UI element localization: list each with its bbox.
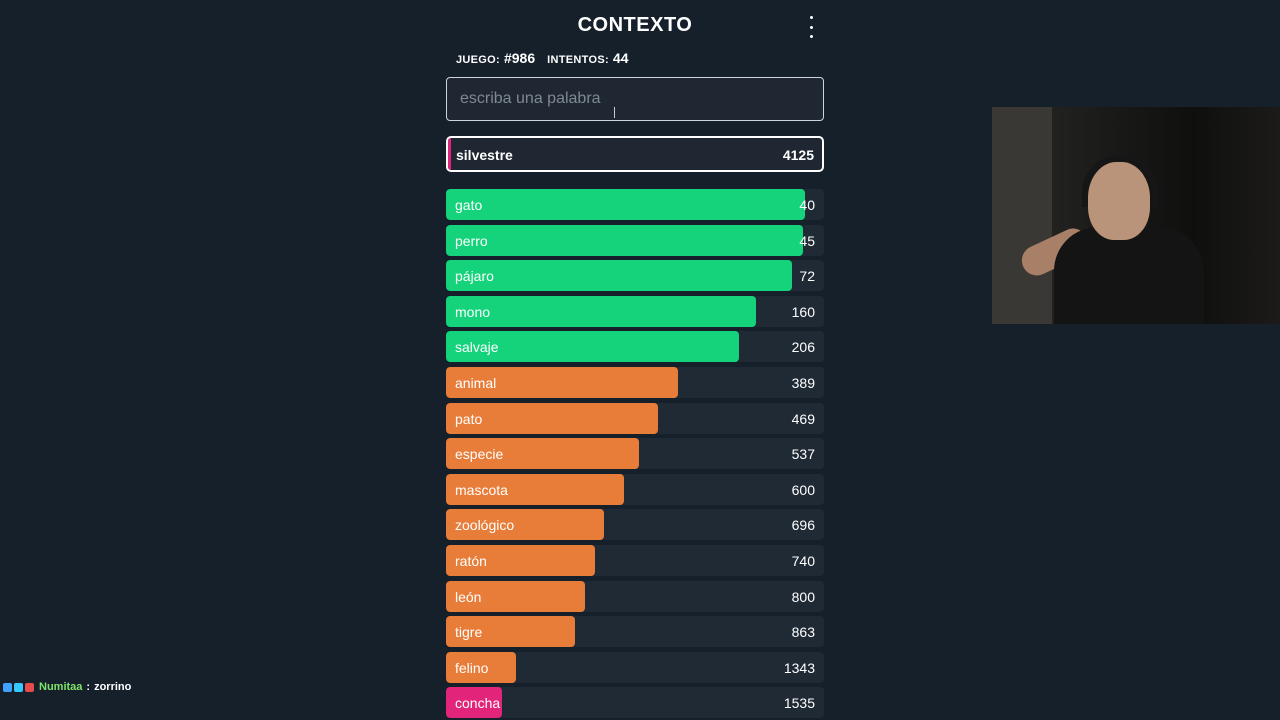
guess-word: animal (455, 374, 497, 391)
guess-word: concha (455, 695, 501, 712)
guess-row: mascota 600 (446, 473, 824, 505)
guess-word: felino (455, 659, 489, 676)
guess-row: tigre 863 (446, 616, 824, 648)
guess-row: ratón 740 (446, 544, 824, 576)
guess-rank: 40 (799, 197, 815, 213)
chat-message-text: zorrino (94, 681, 132, 693)
headset-icon (1082, 155, 1158, 207)
guess-word: ratón (455, 552, 487, 569)
guess-row: pájaro 72 (446, 260, 824, 292)
guess-proximity-bar (446, 260, 792, 292)
guess-word: pájaro (455, 268, 494, 285)
guess-rank: 1535 (783, 695, 815, 712)
guess-proximity-bar (446, 402, 658, 434)
guess-row: león 800 (446, 580, 824, 612)
guess-proximity-bar (446, 687, 502, 719)
guess-proximity-bar (446, 438, 639, 470)
guess-list: gato 40 perro 45 pájaro 72 mono 160 salvaje 206 an… (446, 189, 824, 720)
guess-rank: 160 (791, 303, 815, 320)
game-number: #986 (503, 50, 536, 66)
last-guess-word: silvestre (456, 147, 513, 163)
guess-rank: 72 (799, 268, 815, 285)
guess-proximity-bar (446, 224, 804, 256)
guess-proximity-bar (446, 651, 517, 683)
word-input[interactable] (447, 78, 823, 120)
guess-word: león (455, 588, 482, 605)
last-guess-bar (448, 138, 451, 170)
guess-row: pato 469 (446, 402, 824, 434)
guess-row: concha 1535 (446, 687, 824, 719)
game-header: CONTEXTO (446, 0, 824, 52)
guess-proximity-bar (446, 189, 806, 220)
guess-rank: 206 (791, 339, 815, 356)
guess-row: perro 45 (446, 224, 824, 256)
guess-row: felino 1343 (446, 651, 824, 683)
guess-row: zoológico 696 (446, 509, 824, 541)
guess-word: tigre (455, 624, 483, 641)
guess-proximity-bar (446, 544, 596, 576)
guess-rank: 600 (791, 481, 815, 498)
game-meta: JUEGO: #986 INTENTOS: 44 (456, 50, 637, 66)
guess-word: perro (455, 232, 488, 249)
guess-rank: 740 (791, 552, 815, 569)
guess-word: salvaje (455, 339, 499, 356)
guess-word: mono (455, 303, 491, 320)
guess-word: pato (455, 410, 483, 427)
guess-row: salvaje 206 (446, 331, 824, 363)
guess-row: gato 40 (446, 189, 824, 220)
guess-proximity-bar (446, 366, 679, 398)
chat-badge-icon (14, 682, 23, 692)
last-guess-rank: 4125 (782, 147, 814, 163)
chat-badge-icon (3, 682, 12, 692)
attempts-count: 44 (612, 50, 629, 66)
guess-word: mascota (455, 481, 508, 498)
guess-proximity-bar (446, 331, 739, 363)
chat-badge-icon (25, 682, 34, 692)
guess-rank: 537 (791, 446, 815, 463)
guess-proximity-bar (446, 473, 624, 505)
guess-rank: 45 (799, 232, 815, 249)
guess-proximity-bar (446, 580, 585, 612)
guess-word: especie (455, 446, 504, 463)
page-title: CONTEXTO (577, 14, 693, 36)
chat-message: Numitaa : zorrino (3, 681, 131, 693)
word-input-container (446, 77, 824, 121)
guess-row: animal 389 (446, 366, 824, 398)
guess-row: especie 537 (446, 438, 824, 470)
chat-username: Numitaa (39, 681, 83, 693)
guess-rank: 469 (791, 410, 815, 427)
guess-rank: 1343 (783, 659, 815, 676)
guess-rank: 696 (791, 517, 815, 534)
guess-rank: 863 (791, 624, 815, 641)
guess-proximity-bar (446, 295, 756, 327)
guess-row: mono 160 (446, 295, 824, 327)
game-label: JUEGO: (456, 54, 500, 66)
guess-proximity-bar (446, 509, 604, 541)
guess-word: gato (455, 197, 483, 213)
last-guess-row: silvestre 4125 (446, 136, 824, 172)
guess-rank: 800 (791, 588, 815, 605)
guess-proximity-bar (446, 616, 575, 648)
more-options-icon[interactable] (804, 16, 818, 38)
attempts-label: INTENTOS: (547, 54, 609, 66)
webcam-overlay (992, 107, 1280, 324)
guess-word: zoológico (455, 517, 515, 534)
chat-separator: : (86, 681, 91, 693)
guess-rank: 389 (791, 374, 815, 391)
contexto-game: CONTEXTO JUEGO: #986 INTENTOS: 44 silves… (446, 0, 824, 719)
